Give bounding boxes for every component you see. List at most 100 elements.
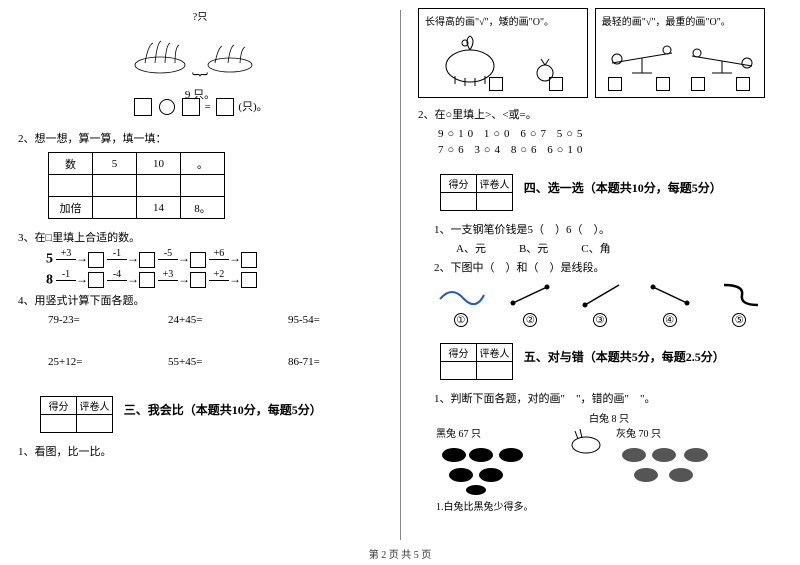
panel-title: 长得高的画"√"，矮的画"O"。 — [425, 13, 581, 28]
cell: 加倍 — [49, 197, 93, 219]
score-box: 得分 评卷人 — [40, 396, 113, 433]
gray-rabbits-icon — [616, 440, 736, 495]
gray-rabbit-label: 灰兔 70 只 — [616, 425, 736, 440]
comp-item: 5○5 — [557, 128, 587, 140]
score-cell[interactable] — [441, 362, 477, 380]
answer-box[interactable] — [691, 77, 705, 91]
q2r-prompt: 2、在○里填上>、<或=。 — [418, 106, 782, 122]
comp-item: 6○7 — [520, 128, 550, 140]
cell: 8。 — [181, 197, 225, 219]
calc-item: 25+12= — [48, 356, 108, 368]
score-box: 得分 评卷人 — [440, 343, 513, 380]
shape-2: ② — [502, 281, 558, 327]
cell[interactable] — [93, 175, 137, 197]
q31-prompt: 1、看图，比一比。 — [18, 443, 382, 459]
eq-unit: (只)。 — [238, 101, 267, 113]
blank-box[interactable] — [190, 272, 206, 288]
calc-item: 95-54= — [288, 314, 348, 326]
op: +6 — [209, 248, 229, 260]
chain-start: 5 — [46, 252, 53, 267]
grader-cell[interactable] — [477, 362, 513, 380]
shape-label: ① — [454, 313, 468, 327]
panel-light-heavy: 最轻的画"√"，最重的画"O"。 — [595, 8, 765, 98]
panel-title: 最轻的画"√"，最重的画"O"。 — [602, 13, 758, 28]
score-box: 得分 评卷人 — [440, 174, 513, 211]
page-footer: 第 2 页 共 5 页 — [0, 546, 800, 561]
q4-prompt: 4、用竖式计算下面各题。 — [18, 292, 382, 308]
cell[interactable] — [49, 175, 93, 197]
op: +3 — [56, 248, 76, 260]
section-5-title: 五、对与错（本题共5分，每题2.5分） — [524, 350, 725, 364]
answer-box[interactable] — [656, 77, 670, 91]
shape-label: ⑤ — [732, 313, 746, 327]
blank-box[interactable] — [139, 272, 155, 288]
blank-box[interactable] — [88, 272, 104, 288]
score-cell[interactable] — [41, 414, 77, 432]
cell: 数 — [49, 153, 93, 175]
cell: 5 — [93, 153, 137, 175]
blank-box[interactable] — [190, 252, 206, 268]
cell[interactable] — [93, 197, 137, 219]
comp-item: 1○0 — [484, 128, 514, 140]
answer-box[interactable] — [489, 77, 503, 91]
comp-item: 9○10 — [438, 128, 477, 140]
blank-box[interactable] — [88, 252, 104, 268]
shape-1: ① — [433, 281, 489, 327]
shape-label: ② — [523, 313, 537, 327]
blank-box[interactable] — [241, 272, 257, 288]
answer-box[interactable] — [736, 77, 750, 91]
q42-prompt: 2、下图中（ ）和（ ）是线段。 — [434, 259, 782, 275]
q3-prompt: 3、在□里填上合适的数。 — [18, 229, 382, 245]
fill-row-2: 7○6 3○4 8○6 6○10 — [438, 144, 782, 156]
shapes-row: ① ② ③ ④ ⑤ — [426, 281, 774, 327]
score-label: 得分 — [41, 396, 77, 414]
top-count-label: ?只 — [130, 8, 270, 23]
black-rabbit-label: 黑兔 67 只 — [436, 425, 556, 440]
op: -1 — [107, 248, 127, 260]
score-label: 得分 — [441, 344, 477, 362]
score-cell[interactable] — [441, 193, 477, 211]
white-rabbit-label: 白兔 8 只 — [436, 410, 782, 425]
grader-label: 评卷人 — [477, 344, 513, 362]
grader-label: 评卷人 — [477, 175, 513, 193]
column-divider — [400, 10, 401, 540]
calc-item: 86-71= — [288, 356, 348, 368]
comp-item: 3○4 — [474, 144, 504, 156]
calc-item: 79-23= — [48, 314, 108, 326]
section-4-title: 四、选一选（本题共10分，每题5分） — [524, 181, 722, 195]
panel-tall-short: 长得高的画"√"，矮的画"O"。 — [418, 8, 588, 98]
score-label: 得分 — [441, 175, 477, 193]
q2-prompt: 2、想一想，算一算，填一填： — [18, 130, 382, 146]
fill-row-1: 9○10 1○0 6○7 5○5 — [438, 128, 782, 140]
chain-b: 8 -1→ -4→ +3→ +2→ — [46, 272, 382, 288]
comp-item: 8○6 — [511, 144, 541, 156]
calc-item: 24+45= — [168, 314, 228, 326]
q41-options: A、元 B、元 C、角 — [434, 240, 782, 256]
grader-label: 评卷人 — [77, 396, 113, 414]
animal-figure: ?只 ︸ 9 只。 — [130, 8, 270, 88]
op: -5 — [158, 248, 178, 260]
grader-cell[interactable] — [77, 414, 113, 432]
op: -1 — [56, 269, 76, 281]
chain-start: 8 — [46, 272, 53, 287]
cell[interactable] — [137, 175, 181, 197]
chain-a: 5 +3→ -1→ -5→ +6→ — [46, 251, 382, 267]
shape-label: ④ — [663, 313, 677, 327]
op: +2 — [209, 269, 229, 281]
rabbit-area: 白兔 8 只 黑兔 67 只 灰兔 70 只 — [436, 410, 782, 513]
grader-cell[interactable] — [477, 193, 513, 211]
answer-box[interactable] — [549, 77, 563, 91]
q51-prompt: 1、判断下面各题，对的画" "，错的画" "。 — [434, 390, 782, 406]
cell[interactable] — [181, 175, 225, 197]
blank-box[interactable] — [241, 252, 257, 268]
section-3-title: 三、我会比（本题共10分，每题5分） — [124, 403, 322, 417]
eq-equals: = — [205, 101, 211, 113]
blank-box[interactable] — [139, 252, 155, 268]
shape-label: ③ — [593, 313, 607, 327]
op: -4 — [107, 269, 127, 281]
nine-label: 9 只。 — [130, 86, 270, 102]
answer-box[interactable] — [608, 77, 622, 91]
op: +3 — [158, 269, 178, 281]
double-table: 数 5 10 。 加倍 14 8。 — [48, 152, 225, 219]
q41-prompt: 1、一支钢笔价钱是5（ ）6（ ）。 — [434, 221, 782, 237]
